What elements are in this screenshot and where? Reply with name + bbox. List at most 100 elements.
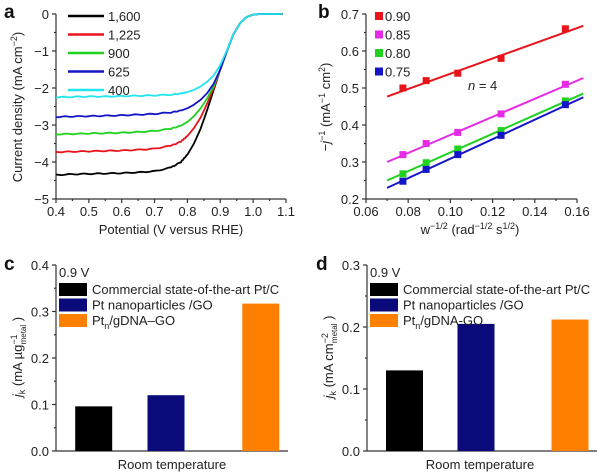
panel-b-xlabel-end: ) xyxy=(515,222,519,237)
panel-a: a 0 −1 −2 −3 −4 −50.4 0.5 0.6 0.7 0.8 0.9 1.0 1.1 1,6… xyxy=(4,2,295,237)
panel-c-ylabel-mid: (mA µg xyxy=(10,345,25,390)
panel-b-point-0.80 xyxy=(422,159,430,167)
panel-c-ytick-label: 0.4 xyxy=(31,258,49,273)
panel-b-legend-label: 0.90 xyxy=(385,9,410,24)
panel-b-ylabel-sup2: −1 xyxy=(317,93,327,103)
panel-b-annotation: n = 4 xyxy=(468,78,497,93)
panel-d-legend-label-sub: n xyxy=(415,321,420,331)
panel-c-legend-swatch xyxy=(59,283,87,296)
panel-b-xtick-label: 0.16 xyxy=(564,204,589,219)
panel-c-ytick-label: 0.2 xyxy=(31,351,49,366)
panel-a-xtick-label: 0.8 xyxy=(178,204,196,219)
panel-b-point-0.90 xyxy=(399,84,407,92)
panel-d-legend-swatch xyxy=(370,298,398,312)
panel-b-xlabel-mid: (rad xyxy=(448,222,475,237)
panel-d-legend-label-rest: /gDNA-GO xyxy=(420,313,483,328)
panel-a-xtick-label: 0.4 xyxy=(47,204,65,219)
panel-b-xtick-label: 0.12 xyxy=(480,204,505,219)
panel-a-xtick-label: 0.9 xyxy=(211,204,229,219)
panel-c-ytick-label: 0.1 xyxy=(31,398,49,413)
panel-c-legend-label: Ptn/gDNA–GO xyxy=(92,313,175,331)
panel-b-point-0.90 xyxy=(422,77,430,85)
panel-b-point-0.85 xyxy=(399,151,407,159)
panel-a-ytick-label: −4 xyxy=(34,155,49,170)
panel-b-ylabel-sup3: 2 xyxy=(317,67,327,72)
panel-b-point-0.85 xyxy=(454,128,462,136)
panel-b-point-0.75 xyxy=(561,101,569,109)
panel-b-annotation-eq: = 4 xyxy=(475,78,497,93)
panel-c-letter: c xyxy=(4,254,15,275)
panel-b-xtick-label: 0.08 xyxy=(396,204,421,219)
panel-b-point-0.85 xyxy=(497,110,505,118)
panel-d-ytick-label: 0.0 xyxy=(342,444,360,459)
panel-c-legend-swatch xyxy=(59,298,87,312)
panel-c-ylabel-k: k xyxy=(17,389,27,394)
panel-b-legend-label: 0.80 xyxy=(385,46,410,61)
panel-c-bar-2 xyxy=(242,303,280,451)
panel-b-point-0.75 xyxy=(399,177,407,185)
panel-c-bar-0 xyxy=(75,406,113,451)
panel-b-ylabel: −j−1 (mA−1 cm2) xyxy=(317,63,333,152)
panel-a-series-line-400 xyxy=(55,13,283,99)
panel-b-ytick-label: 0.5 xyxy=(341,81,359,96)
panel-b-ylabel-sup1: −1 xyxy=(317,131,327,141)
panel-b-legend-label: 0.85 xyxy=(385,28,410,43)
panel-a-ylabel: Current density (mA cm−2) xyxy=(9,32,25,182)
panel-a-legend-label: 625 xyxy=(108,65,130,80)
panel-c-ytick-label: 0.3 xyxy=(31,305,49,320)
panel-b-ylabel-j: j xyxy=(318,140,333,146)
panel-b-xtick-label: 0.06 xyxy=(353,204,378,219)
panel-d-ylabel-j: j xyxy=(321,394,336,400)
panel-d-bar-2 xyxy=(551,319,589,451)
panel-a-xlabel: Potential (V versus RHE) xyxy=(99,222,244,237)
panel-b-point-0.85 xyxy=(422,140,430,147)
panel-a-xtick-label: 0.7 xyxy=(146,204,164,219)
panel-d-title: 0.9 V xyxy=(370,265,401,280)
panel-a-ytick-label: −5 xyxy=(34,192,49,207)
panel-a-ylabel-end: ) xyxy=(10,32,25,36)
panel-b-legend-swatch xyxy=(375,49,383,57)
panel-d-legend-label-main: Pt xyxy=(403,313,416,328)
panel-d-ylabel-mid: (mA cm xyxy=(321,343,336,391)
panel-b-ytick-label: 0.2 xyxy=(341,192,359,207)
panel-b-ytick-label: 0.4 xyxy=(341,118,359,133)
panel-b-letter: b xyxy=(318,2,330,23)
panel-c-xlabel: Room temperature xyxy=(118,457,226,472)
panel-b-xlabel-sup1: −1/2 xyxy=(430,221,448,231)
panel-c-legend-label: Pt nanoparticles /GO xyxy=(92,298,213,313)
panel-d-ylabel-k: k xyxy=(328,391,338,396)
panel-b-ytick-label: 0.7 xyxy=(341,7,359,22)
panel-d-legend-label: Commercial state-of-the-art Pt/C xyxy=(403,282,590,297)
panel-c-ylabel: jk (mA µg−1metal ) xyxy=(9,317,28,399)
panel-b-point-0.80 xyxy=(454,145,462,153)
panel-b-xlabel-main: w xyxy=(420,222,431,237)
panel-b-ytick-label: 0.6 xyxy=(341,44,359,59)
panel-a-xtick-label: 0.5 xyxy=(80,204,98,219)
panel-c-title: 0.9 V xyxy=(59,265,90,280)
panel-c-ylabel-sup: −1 xyxy=(9,334,19,344)
panel-d-legend-swatch xyxy=(370,283,398,296)
panel-b-ylabel-mid: (mA xyxy=(318,103,333,131)
panel-b-fit-line-0.80 xyxy=(386,92,584,182)
panel-c-legend-swatch xyxy=(59,314,87,327)
panel-b-fit-line-0.75 xyxy=(386,96,584,189)
panel-a-xtick-label: 1.0 xyxy=(244,204,262,219)
panel-a-ylabel-sup: −2 xyxy=(9,36,19,46)
panel-c-ylabel-end: ) xyxy=(10,317,25,325)
panel-a-legend-label: 400 xyxy=(108,83,130,98)
panel-a-xtick-label: 1.1 xyxy=(277,204,295,219)
panel-d-legend-swatch xyxy=(370,314,398,327)
panel-c-legend-label-rest: /gDNA–GO xyxy=(109,313,175,328)
panel-d-bar-1 xyxy=(457,323,495,451)
panel-c-legend-label-sub: n xyxy=(104,321,109,331)
panel-a-ylabel-main: Current density (mA cm xyxy=(10,46,25,182)
panel-d-legend-label: Ptn/gDNA-GO xyxy=(403,313,483,331)
panel-d-letter: d xyxy=(316,254,328,275)
panel-b-point-0.75 xyxy=(422,165,430,173)
panel-b-ytick-label: 0.3 xyxy=(341,155,359,170)
